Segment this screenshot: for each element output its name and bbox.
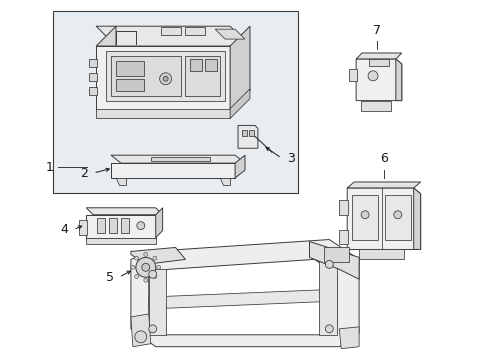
Polygon shape (339, 230, 348, 244)
Circle shape (144, 278, 148, 282)
Bar (89, 59, 97, 67)
Polygon shape (111, 163, 235, 178)
Circle shape (135, 331, 147, 343)
Circle shape (149, 270, 157, 278)
Polygon shape (369, 59, 389, 66)
Polygon shape (149, 269, 166, 335)
Circle shape (361, 211, 369, 219)
Circle shape (163, 76, 168, 81)
Bar (191, 59, 202, 71)
Polygon shape (319, 260, 337, 335)
Bar (352, 195, 378, 239)
Circle shape (153, 274, 157, 278)
Bar (324, 247, 349, 262)
Circle shape (137, 222, 145, 230)
Bar (109, 218, 117, 233)
Circle shape (142, 264, 150, 271)
Polygon shape (396, 59, 402, 100)
Polygon shape (86, 215, 156, 238)
Circle shape (131, 265, 135, 269)
Bar (111, 56, 180, 96)
Circle shape (149, 325, 157, 333)
Polygon shape (96, 26, 116, 46)
Bar (116, 61, 144, 76)
Polygon shape (116, 178, 126, 185)
Bar (205, 59, 217, 71)
Polygon shape (86, 238, 156, 243)
Polygon shape (235, 155, 245, 178)
Circle shape (160, 73, 172, 85)
Polygon shape (220, 178, 230, 185)
Polygon shape (131, 247, 185, 264)
Text: 4: 4 (60, 223, 69, 236)
Polygon shape (96, 26, 250, 46)
Bar (385, 195, 411, 239)
Polygon shape (86, 208, 163, 215)
Polygon shape (149, 260, 337, 335)
Polygon shape (156, 208, 163, 238)
Polygon shape (347, 182, 420, 188)
Bar (242, 130, 247, 136)
Bar (249, 130, 254, 136)
Text: 3: 3 (287, 152, 294, 165)
Circle shape (144, 252, 148, 256)
Polygon shape (79, 220, 87, 235)
Circle shape (135, 256, 139, 260)
Bar (151, 157, 210, 161)
Circle shape (135, 274, 139, 278)
Polygon shape (339, 200, 348, 215)
Bar (116, 79, 144, 91)
Polygon shape (339, 327, 359, 349)
Polygon shape (356, 53, 402, 59)
Text: 5: 5 (106, 271, 114, 284)
Circle shape (368, 71, 378, 81)
Polygon shape (359, 249, 404, 260)
Polygon shape (349, 69, 357, 81)
Circle shape (394, 211, 402, 219)
Polygon shape (96, 109, 230, 118)
Polygon shape (230, 26, 250, 111)
Circle shape (157, 265, 161, 269)
Polygon shape (230, 89, 250, 118)
Circle shape (136, 257, 156, 277)
Polygon shape (310, 242, 359, 279)
Bar (185, 56, 220, 96)
Polygon shape (111, 155, 245, 163)
Text: 6: 6 (380, 152, 388, 165)
Polygon shape (96, 46, 230, 111)
Bar (121, 218, 129, 233)
Circle shape (153, 256, 157, 260)
Polygon shape (361, 100, 391, 111)
Polygon shape (414, 188, 420, 249)
Polygon shape (356, 59, 402, 100)
Text: 1: 1 (46, 161, 53, 174)
Polygon shape (238, 125, 258, 148)
Bar (161, 27, 180, 35)
Polygon shape (106, 51, 225, 100)
Polygon shape (215, 29, 245, 39)
Text: 7: 7 (373, 24, 381, 37)
Text: 2: 2 (80, 167, 88, 180)
Polygon shape (149, 289, 337, 309)
Circle shape (325, 260, 333, 268)
Bar (89, 73, 97, 81)
Bar (97, 218, 105, 233)
Bar (89, 87, 97, 95)
Polygon shape (131, 239, 359, 347)
Bar (185, 27, 205, 35)
Circle shape (325, 325, 333, 333)
Polygon shape (347, 188, 420, 249)
Polygon shape (131, 314, 151, 347)
Bar (53, 11, 297, 193)
